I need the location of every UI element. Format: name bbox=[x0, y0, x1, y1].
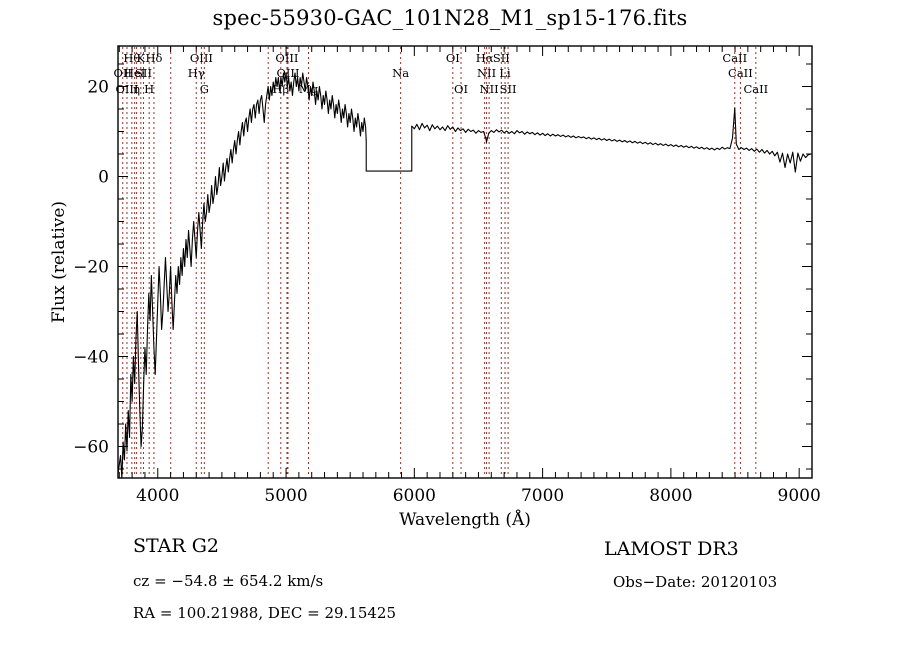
x-tick-label-6000: 6000 bbox=[393, 486, 436, 506]
marker-label-OIII: OIII bbox=[275, 51, 298, 65]
marker-label-Hα: Hα bbox=[476, 51, 494, 65]
y-tick-label--60: −60 bbox=[73, 438, 109, 458]
obs-date-label: Obs−Date: 20120103 bbox=[613, 573, 778, 591]
marker-label-Li: Li bbox=[499, 66, 511, 80]
spectrum-trace-red-arm bbox=[411, 107, 812, 173]
object-class-label: STAR G2 bbox=[133, 535, 219, 557]
y-tick-label--40: −40 bbox=[73, 348, 109, 368]
redshift-label: cz = −54.8 ± 654.2 km/s bbox=[133, 572, 324, 590]
marker-label-Hγ: Hγ bbox=[188, 66, 205, 80]
coordinates-label: RA = 100.21988, DEC = 29.15425 bbox=[133, 604, 397, 622]
spectrum-arm-connector bbox=[365, 126, 413, 172]
marker-label-NII: NII bbox=[480, 82, 499, 96]
marker-label-K: K bbox=[137, 51, 146, 65]
survey-label: LAMOST DR3 bbox=[604, 538, 739, 560]
x-tick-label-8000: 8000 bbox=[649, 486, 692, 506]
marker-label-OI: OI bbox=[446, 51, 460, 65]
x-tick-label-4000: 4000 bbox=[136, 486, 179, 506]
marker-label-OIII: OIII bbox=[276, 66, 299, 80]
x-tick-label-5000: 5000 bbox=[264, 486, 307, 506]
page-title: spec-55930-GAC_101N28_M1_sp15-176.fits bbox=[212, 6, 688, 30]
y-tick-label-20: 20 bbox=[87, 78, 109, 98]
marker-label-OIII: OIII bbox=[115, 82, 138, 96]
spectrum-trace-blue-arm bbox=[117, 72, 367, 479]
marker-label-Na: Na bbox=[392, 66, 409, 80]
marker-label-H: H bbox=[144, 82, 154, 96]
marker-label-η: η bbox=[133, 82, 140, 96]
x-tick-label-9000: 9000 bbox=[778, 486, 821, 506]
marker-label-NII: NII bbox=[477, 66, 496, 80]
y-tick-label-0: 0 bbox=[98, 168, 109, 188]
y-tick-label--20: −20 bbox=[73, 258, 109, 278]
marker-label-Hθ: Hθ bbox=[123, 51, 140, 65]
marker-label-SII: SII bbox=[135, 66, 152, 80]
marker-label-HeI: HeI bbox=[124, 66, 145, 80]
x-axis-title: Wavelength (Å) bbox=[399, 509, 531, 530]
x-tick-label-7000: 7000 bbox=[521, 486, 564, 506]
marker-label-CaII: CaII bbox=[728, 66, 753, 80]
marker-label-OIII: OIII bbox=[190, 51, 213, 65]
marker-label-SII: SII bbox=[493, 51, 510, 65]
marker-label-CaII: CaII bbox=[743, 82, 768, 96]
plot-frame bbox=[117, 45, 813, 479]
marker-label-G: G bbox=[200, 82, 209, 96]
marker-label-SII: SII bbox=[500, 82, 517, 96]
marker-label-CaII: CaII bbox=[722, 51, 747, 65]
marker-label-Hδ: Hδ bbox=[145, 51, 162, 65]
marker-label-OI: OI bbox=[454, 82, 468, 96]
y-axis-title: Flux (relative) bbox=[49, 201, 69, 323]
